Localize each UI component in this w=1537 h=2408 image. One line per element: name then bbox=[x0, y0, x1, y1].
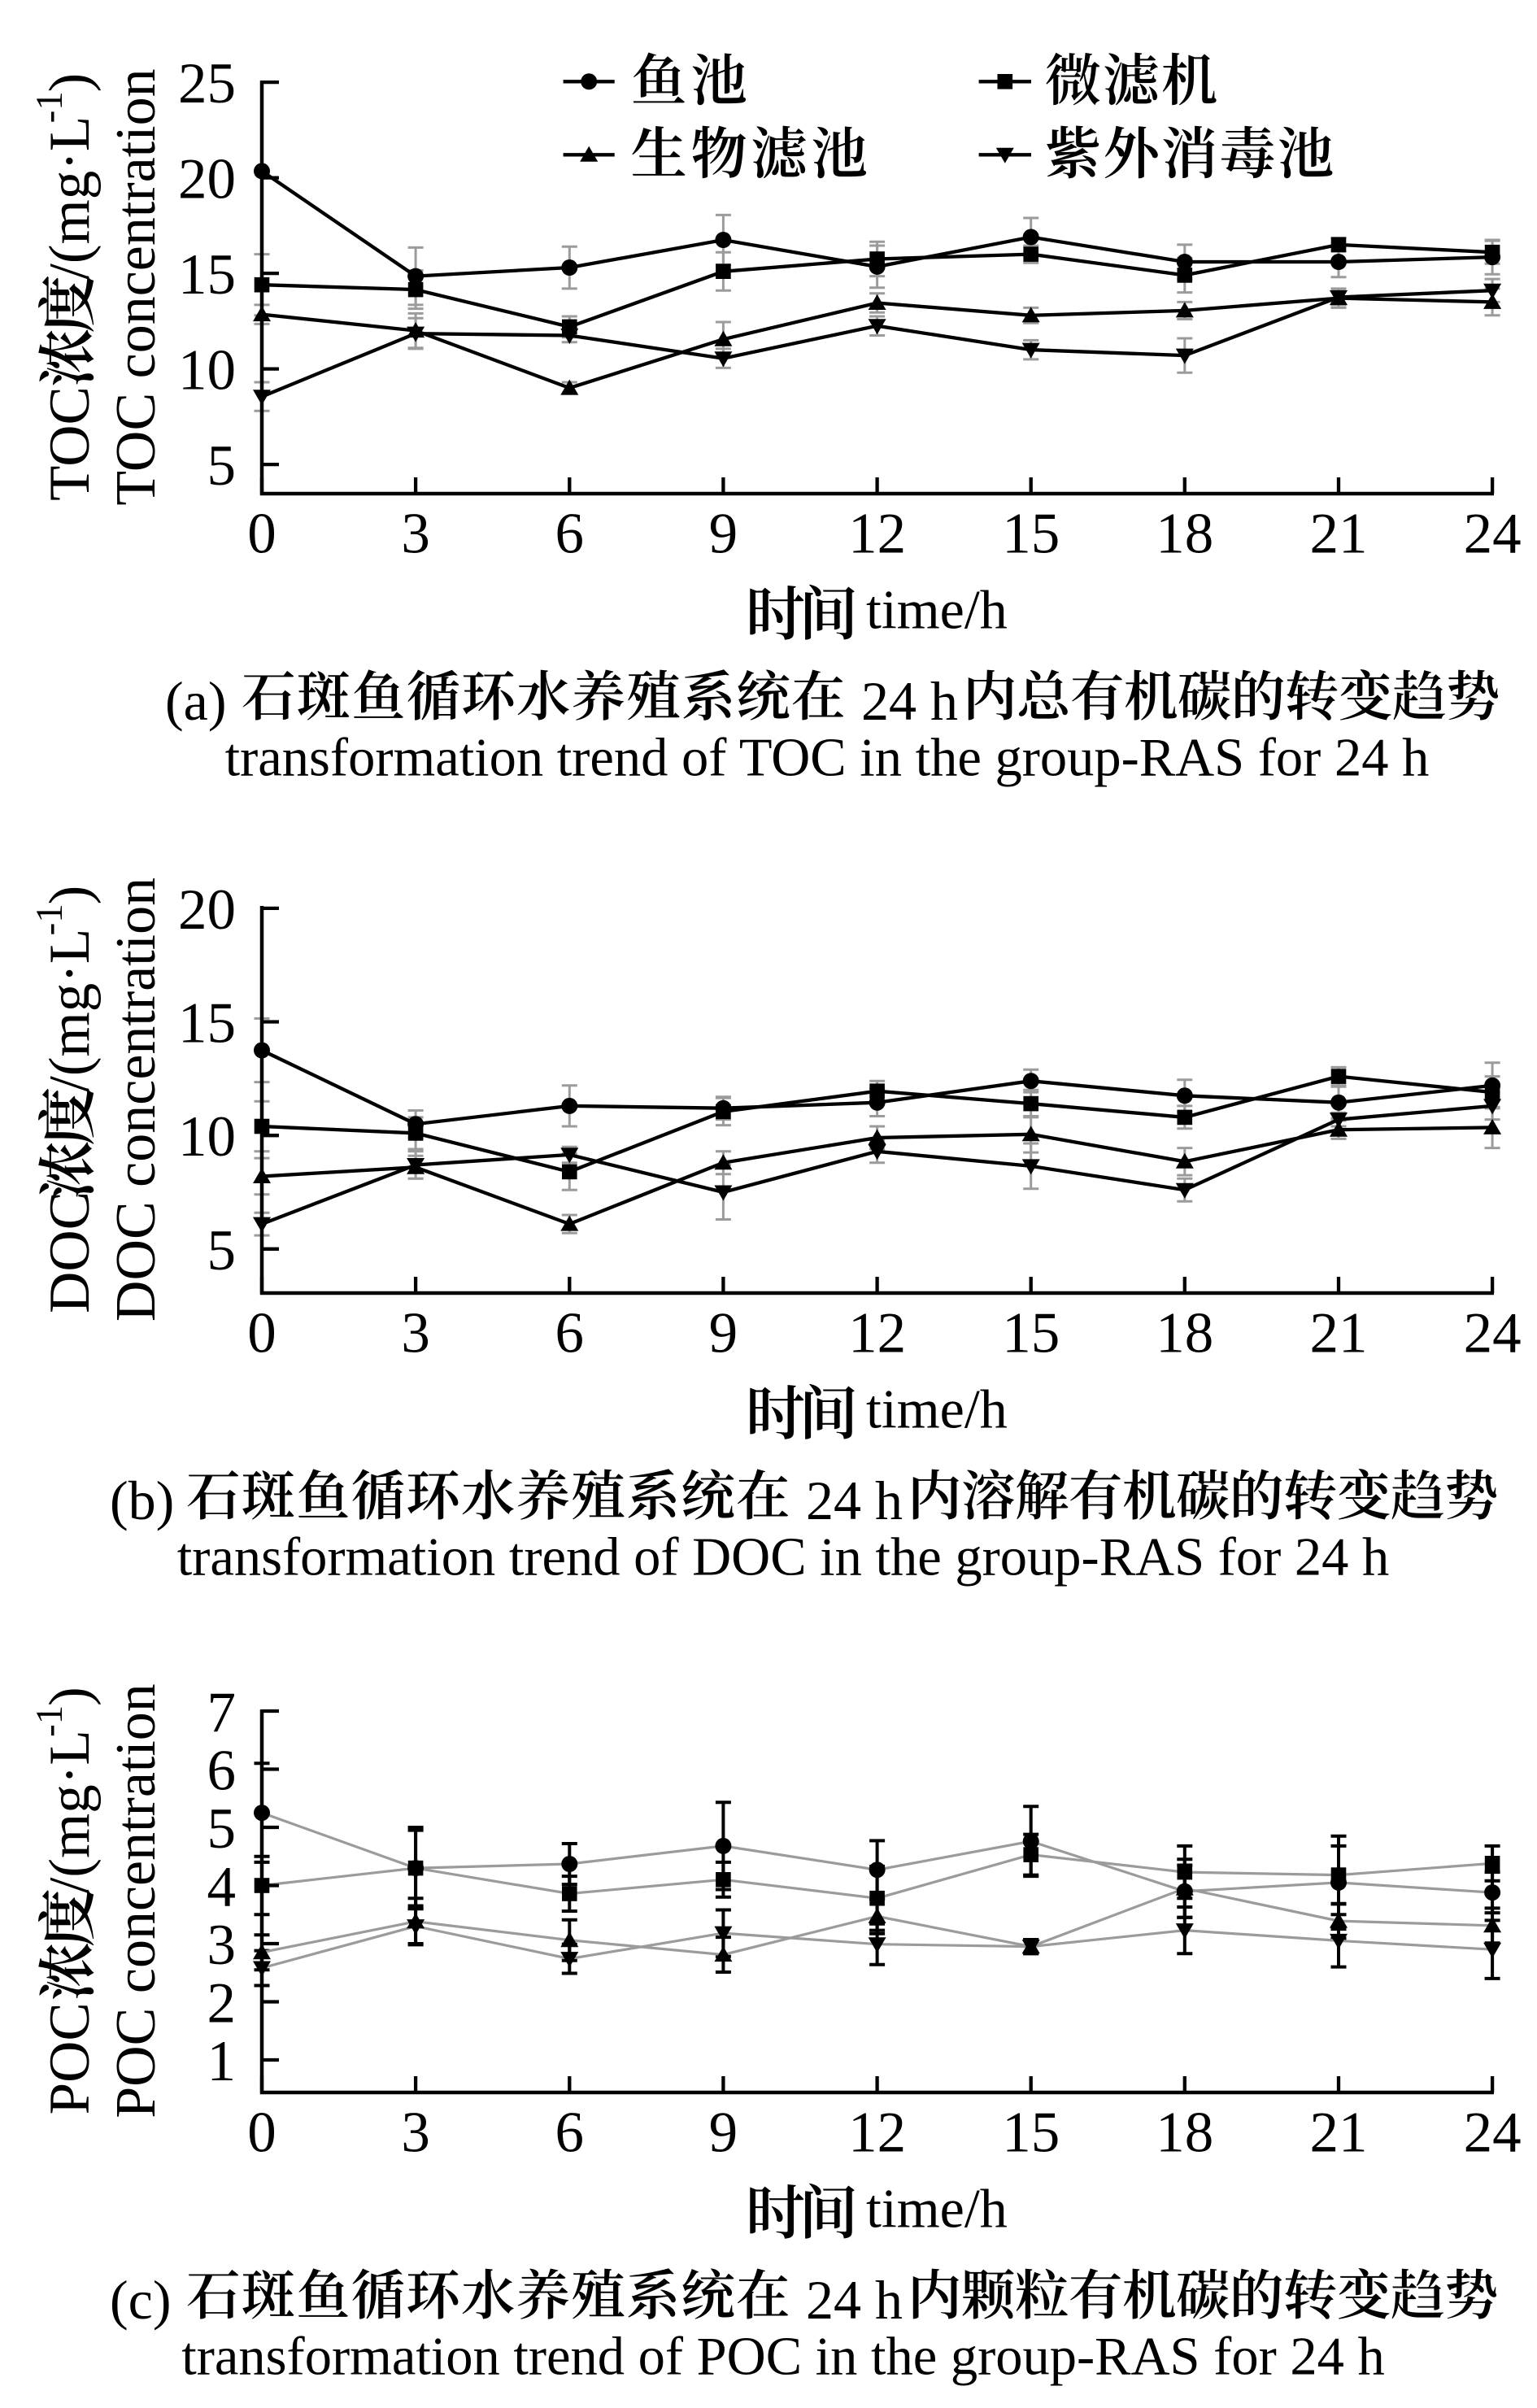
svg-text:7: 7 bbox=[207, 1681, 237, 1744]
svg-text:3: 3 bbox=[207, 1914, 237, 1977]
svg-text:18: 18 bbox=[1156, 2101, 1213, 2165]
svg-text:(c): (c) bbox=[110, 2269, 171, 2331]
svg-text:24 h: 24 h bbox=[861, 670, 958, 732]
svg-text:6: 6 bbox=[555, 2101, 585, 2165]
svg-text:20: 20 bbox=[178, 878, 236, 942]
svg-text:3: 3 bbox=[401, 1302, 430, 1365]
svg-text:time/h: time/h bbox=[866, 2178, 1008, 2240]
svg-text:15: 15 bbox=[178, 243, 236, 307]
svg-text:0: 0 bbox=[247, 2101, 276, 2165]
svg-text:5: 5 bbox=[207, 1797, 237, 1861]
svg-text:21: 21 bbox=[1310, 503, 1368, 566]
svg-text:/(mg·L: /(mg·L bbox=[38, 116, 102, 280]
svg-text:9: 9 bbox=[709, 2101, 738, 2165]
svg-text:POC concentration: POC concentration bbox=[105, 1683, 168, 2118]
svg-text:20: 20 bbox=[178, 148, 236, 211]
svg-text:DOC: DOC bbox=[38, 1191, 102, 1313]
svg-text:12: 12 bbox=[848, 2101, 906, 2165]
svg-text:21: 21 bbox=[1310, 1302, 1368, 1365]
svg-text:1: 1 bbox=[207, 2030, 237, 2093]
svg-text:transformation trend of DOC in: transformation trend of DOC in the group… bbox=[177, 1528, 1389, 1587]
svg-text:10: 10 bbox=[178, 1105, 236, 1169]
svg-text:3: 3 bbox=[401, 503, 430, 566]
svg-text:9: 9 bbox=[709, 1302, 738, 1365]
svg-text:15: 15 bbox=[1002, 2101, 1060, 2165]
svg-text:18: 18 bbox=[1156, 1302, 1213, 1365]
svg-text:time/h: time/h bbox=[866, 1378, 1008, 1440]
svg-text:6: 6 bbox=[555, 1302, 585, 1365]
svg-text:DOC concentration: DOC concentration bbox=[105, 877, 168, 1322]
svg-text:24 h: 24 h bbox=[806, 2269, 903, 2331]
svg-text:10: 10 bbox=[178, 339, 236, 403]
svg-text:/(mg·L: /(mg·L bbox=[38, 1730, 102, 1893]
svg-text:(a): (a) bbox=[165, 670, 226, 732]
svg-text:12: 12 bbox=[848, 503, 906, 566]
svg-text:-1: -1 bbox=[28, 91, 71, 123]
svg-text:transformation trend of POC in: transformation trend of POC in the group… bbox=[181, 2327, 1384, 2387]
svg-text:24: 24 bbox=[1464, 2101, 1522, 2165]
svg-text:25: 25 bbox=[178, 52, 236, 115]
svg-text:15: 15 bbox=[178, 992, 236, 1056]
svg-text:4: 4 bbox=[207, 1856, 237, 1919]
svg-text:24: 24 bbox=[1464, 503, 1522, 566]
svg-text:(b): (b) bbox=[110, 1470, 174, 1531]
svg-text:15: 15 bbox=[1002, 1302, 1060, 1365]
svg-text:TOC: TOC bbox=[38, 386, 102, 501]
svg-text:-1: -1 bbox=[28, 1705, 71, 1737]
svg-text:3: 3 bbox=[401, 2101, 430, 2165]
svg-text:6: 6 bbox=[207, 1740, 237, 1803]
svg-text:24 h: 24 h bbox=[806, 1470, 903, 1531]
svg-text:12: 12 bbox=[848, 1302, 906, 1365]
svg-text:): ) bbox=[38, 1687, 102, 1706]
svg-text:TOC concentration: TOC concentration bbox=[105, 68, 168, 505]
svg-text:/(mg·L: /(mg·L bbox=[38, 929, 102, 1092]
svg-text:0: 0 bbox=[247, 1302, 276, 1365]
svg-text:transformation trend of TOC in: transformation trend of TOC in the group… bbox=[225, 729, 1430, 788]
svg-text:5: 5 bbox=[207, 434, 237, 498]
svg-text:POC: POC bbox=[38, 2002, 102, 2114]
svg-text:5: 5 bbox=[207, 1219, 237, 1282]
svg-text:24: 24 bbox=[1464, 1302, 1522, 1365]
svg-text:-1: -1 bbox=[28, 904, 71, 935]
svg-text:15: 15 bbox=[1002, 503, 1060, 566]
svg-text:9: 9 bbox=[709, 503, 738, 566]
svg-text:6: 6 bbox=[555, 503, 585, 566]
svg-text:): ) bbox=[38, 73, 102, 93]
svg-text:21: 21 bbox=[1310, 2101, 1368, 2165]
svg-text:): ) bbox=[38, 886, 102, 905]
svg-text:2: 2 bbox=[207, 1972, 237, 2036]
svg-text:18: 18 bbox=[1156, 503, 1213, 566]
svg-text:0: 0 bbox=[247, 503, 276, 566]
svg-text:time/h: time/h bbox=[866, 579, 1008, 641]
